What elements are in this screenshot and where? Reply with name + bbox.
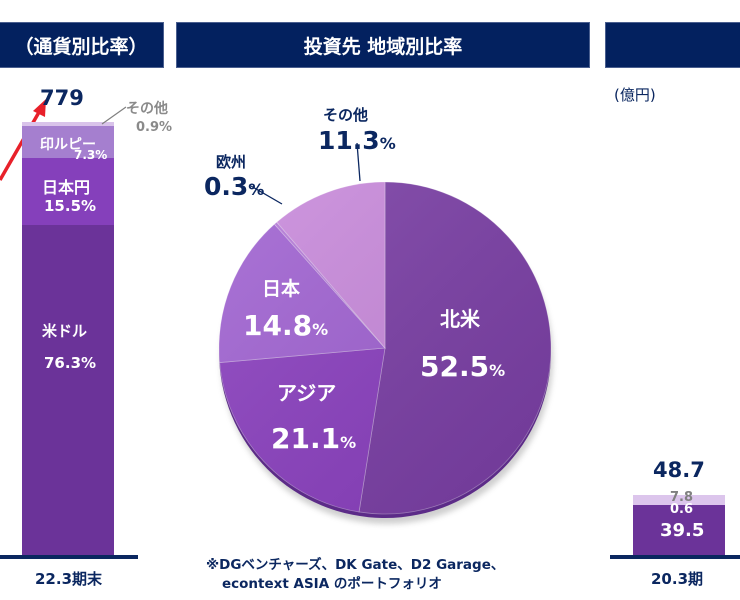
pie-label-europe: 欧州	[216, 153, 247, 171]
header-right	[605, 22, 740, 68]
pie-footnote-line-2: econtext ASIA のポートフォリオ	[222, 576, 442, 592]
other-currency-value: 0.9%	[136, 120, 173, 135]
pie-value-asia-pct: %	[340, 433, 357, 452]
pie-footnote: ※DGベンチャーズ、DK Gate、D2 Garage、 econtext AS…	[206, 556, 504, 594]
red-arrow-shaft	[0, 106, 44, 181]
pie-value-other-number: 11.3	[318, 126, 380, 155]
pie-slice-north-america	[358, 181, 552, 515]
currency-bar-axis	[0, 555, 138, 559]
header-currency-ratio-text: （通貨別比率）	[14, 35, 148, 58]
currency-bar-category: 22.3期末	[35, 570, 103, 588]
bar-segment-other	[22, 122, 114, 126]
inr-value: 7.3%	[74, 148, 108, 162]
pie-value-north-america: 52.5%	[420, 350, 505, 383]
usd-value: 76.3%	[44, 354, 97, 372]
right-bar-segment-top	[633, 495, 725, 505]
other-leader-line	[101, 106, 127, 125]
pie-leader-lines	[250, 142, 361, 205]
pie-value-europe-pct: %	[248, 180, 265, 199]
europe-leader-line	[250, 185, 283, 205]
header-currency-ratio: （通貨別比率）	[0, 22, 164, 68]
pie-value-europe-number: 0.3	[204, 172, 249, 201]
bar-segment-jpy	[22, 157, 114, 225]
right-bar-category: 20.3期	[651, 570, 704, 588]
other-region-leader-line	[356, 142, 361, 182]
other-leader-line-stroke	[101, 106, 127, 125]
pie-value-north-america-number: 52.5	[420, 350, 490, 383]
right-bar-axis	[610, 555, 740, 559]
other-currency-label: その他	[126, 101, 168, 117]
jpy-value: 15.5%	[44, 197, 97, 215]
unit-label: (億円)	[614, 86, 656, 104]
usd-label: 米ドル	[42, 322, 88, 340]
pie-value-other: 11.3%	[318, 126, 396, 155]
red-arrow-icon	[0, 99, 46, 181]
pie-value-asia: 21.1%	[271, 422, 356, 455]
right-bar	[633, 495, 725, 556]
pie-label-japan: 日本	[262, 278, 301, 300]
pie-value-asia-number: 21.1	[271, 422, 341, 455]
pie-value-other-pct: %	[379, 134, 396, 153]
right-bar-middle-value: 0.6	[670, 502, 694, 517]
pie-label-other: その他	[323, 106, 369, 124]
header-region-ratio: 投資先 地域別比率	[176, 22, 590, 68]
bar-segment-inr	[22, 125, 114, 158]
right-bar-total: 48.7	[653, 458, 705, 482]
right-bar-bottom-value: 39.5	[660, 520, 705, 541]
currency-bar-total: 779	[40, 86, 84, 110]
red-arrow-head	[33, 99, 46, 117]
pie-footnote-line-1: ※DGベンチャーズ、DK Gate、D2 Garage、	[206, 557, 505, 573]
pie-value-north-america-pct: %	[489, 361, 506, 380]
pie-label-north-america: 北米	[440, 307, 480, 331]
pie-value-europe: 0.3%	[204, 172, 264, 201]
pie-value-japan-number: 14.8	[243, 309, 313, 342]
right-bar-segment-bottom	[633, 505, 725, 556]
pie-value-japan: 14.8%	[243, 309, 328, 342]
inr-label: 印ルピー	[40, 137, 96, 153]
right-bar-top-value: 7.8	[670, 490, 694, 505]
bar-segment-usd	[22, 224, 114, 556]
pie-label-asia: アジア	[277, 381, 337, 405]
jpy-label: 日本円	[42, 178, 91, 197]
pie-value-japan-pct: %	[312, 320, 329, 339]
header-region-ratio-text: 投資先 地域別比率	[303, 35, 463, 58]
right-bar-segment-middle	[633, 504, 725, 506]
currency-bar	[22, 122, 114, 556]
